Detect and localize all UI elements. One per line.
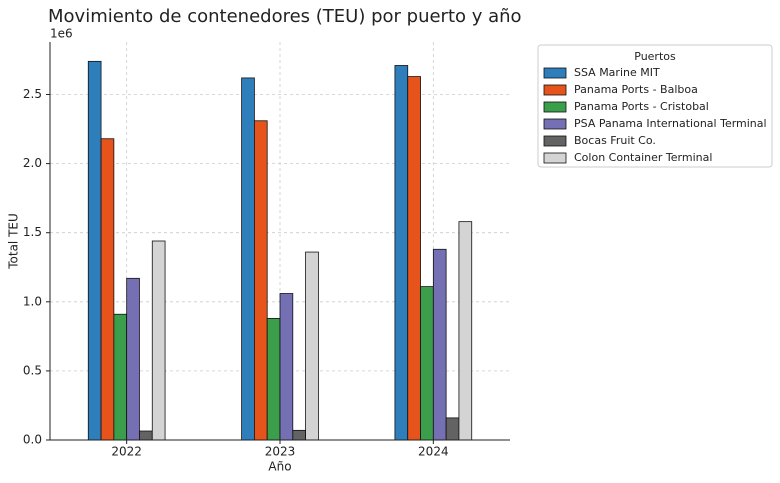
bar <box>87 60 102 441</box>
bar <box>407 76 421 441</box>
bar <box>445 417 460 441</box>
bar <box>241 77 255 441</box>
legend-swatch <box>543 101 567 113</box>
legend-swatch <box>543 135 567 147</box>
x-axis-label: Año <box>268 460 291 474</box>
y-offset-label: 1e6 <box>50 27 73 41</box>
legend-label: SSA Marine MIT <box>574 66 660 79</box>
bar <box>279 293 294 441</box>
y-tick-label: 1.0 <box>23 294 42 308</box>
bar <box>432 248 447 441</box>
bar <box>458 221 473 441</box>
y-tick-label: 2.5 <box>23 87 42 101</box>
y-tick-label: 2.0 <box>23 156 42 170</box>
bar <box>100 138 115 441</box>
legend-swatch <box>543 67 567 79</box>
legend-label: Panama Ports - Cristobal <box>574 100 709 113</box>
y-tick-label: 1.5 <box>23 225 42 239</box>
bar <box>420 286 434 441</box>
legend-swatch <box>543 152 567 164</box>
bar <box>292 429 306 441</box>
x-tick-label: 2024 <box>418 445 449 459</box>
bar <box>394 65 409 441</box>
legend-swatch <box>543 84 567 96</box>
legend-label: Panama Ports - Balboa <box>574 83 698 96</box>
bar <box>151 240 166 441</box>
bar <box>113 313 128 441</box>
bar <box>253 120 268 441</box>
legend-label: Bocas Fruit Co. <box>574 134 656 147</box>
y-tick-label: 0.5 <box>23 363 42 377</box>
x-tick-label: 2023 <box>265 445 296 459</box>
legend-box <box>537 44 773 168</box>
legend-swatch <box>543 118 567 130</box>
legend-label: Colon Container Terminal <box>574 151 712 164</box>
chart-title: Movimiento de contenedores (TEU) por pue… <box>48 6 522 27</box>
bar <box>266 317 281 441</box>
y-axis-label: Total TEU <box>7 213 21 270</box>
bar <box>305 251 319 441</box>
bar <box>139 430 153 441</box>
y-tick-label: 0.0 <box>23 433 42 447</box>
bar <box>126 277 140 441</box>
legend-label: PSA Panama International Terminal <box>574 117 767 130</box>
legend-title: Puertos <box>634 50 676 63</box>
x-tick-label: 2022 <box>111 445 142 459</box>
